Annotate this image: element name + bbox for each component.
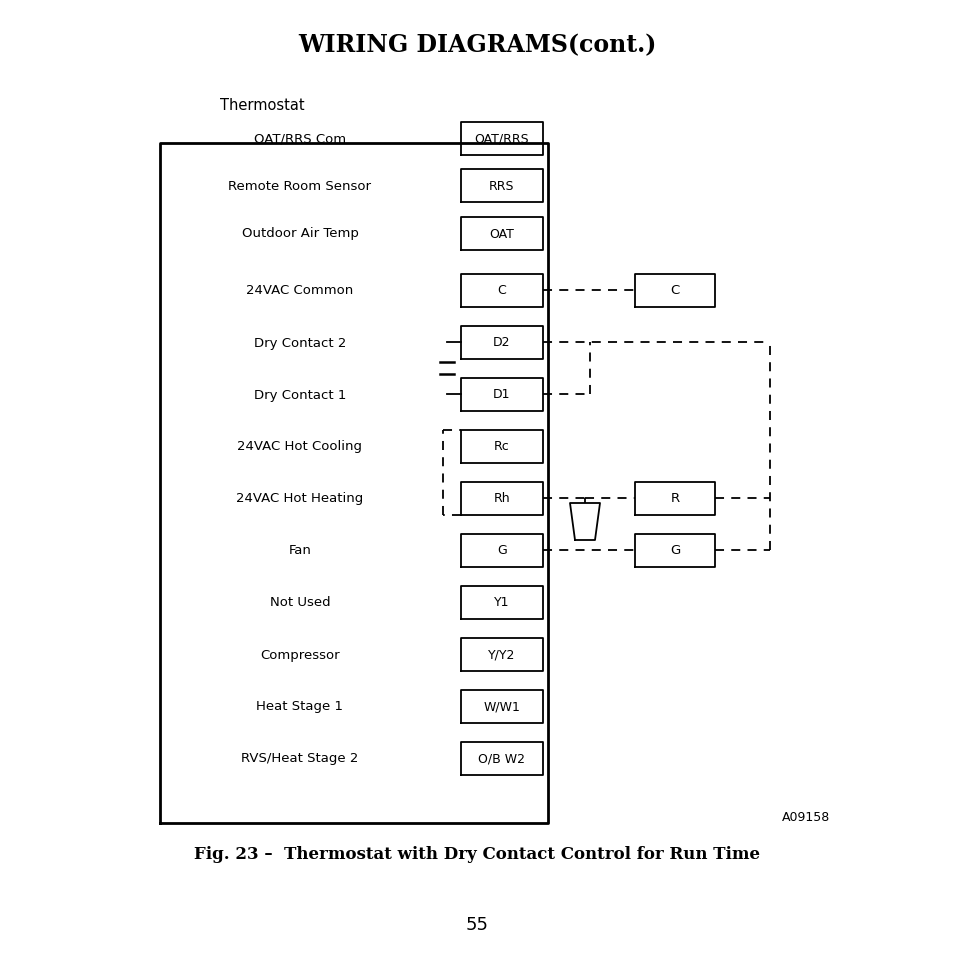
Text: Thermostat: Thermostat [220, 97, 304, 112]
Text: Compressor: Compressor [260, 648, 339, 660]
Text: D2: D2 [493, 336, 510, 349]
Text: W/W1: W/W1 [483, 700, 520, 713]
Text: G: G [669, 544, 679, 557]
Text: C: C [497, 284, 506, 297]
Text: Heat Stage 1: Heat Stage 1 [256, 700, 343, 713]
Text: Y1: Y1 [494, 596, 509, 609]
Text: 24VAC Common: 24VAC Common [246, 284, 354, 297]
Text: 24VAC Hot Cooling: 24VAC Hot Cooling [237, 440, 362, 453]
Text: Not Used: Not Used [270, 596, 330, 609]
Text: Rh: Rh [493, 492, 510, 505]
Text: A09158: A09158 [781, 811, 829, 823]
Text: OAT/RRS: OAT/RRS [475, 132, 529, 146]
Text: Rc: Rc [494, 440, 509, 453]
Text: Dry Contact 1: Dry Contact 1 [253, 388, 346, 401]
Text: R: R [670, 492, 679, 505]
Text: Fan: Fan [288, 544, 311, 557]
Text: C: C [670, 284, 679, 297]
Text: Remote Room Sensor: Remote Room Sensor [229, 179, 371, 193]
Text: D1: D1 [493, 388, 510, 401]
Text: O/B W2: O/B W2 [478, 752, 525, 764]
Text: OAT/RRS Com: OAT/RRS Com [253, 132, 346, 146]
Text: Outdoor Air Temp: Outdoor Air Temp [241, 227, 358, 240]
Text: WIRING DIAGRAMS(cont.): WIRING DIAGRAMS(cont.) [297, 33, 656, 57]
Text: RVS/Heat Stage 2: RVS/Heat Stage 2 [241, 752, 358, 764]
Text: OAT: OAT [489, 227, 514, 240]
Text: RRS: RRS [489, 179, 515, 193]
Text: Dry Contact 2: Dry Contact 2 [253, 336, 346, 349]
Text: Fig. 23 –  Thermostat with Dry Contact Control for Run Time: Fig. 23 – Thermostat with Dry Contact Co… [193, 845, 760, 862]
Text: 24VAC Hot Heating: 24VAC Hot Heating [236, 492, 363, 505]
Text: 55: 55 [465, 915, 488, 933]
Text: Y/Y2: Y/Y2 [488, 648, 516, 660]
Text: G: G [497, 544, 506, 557]
